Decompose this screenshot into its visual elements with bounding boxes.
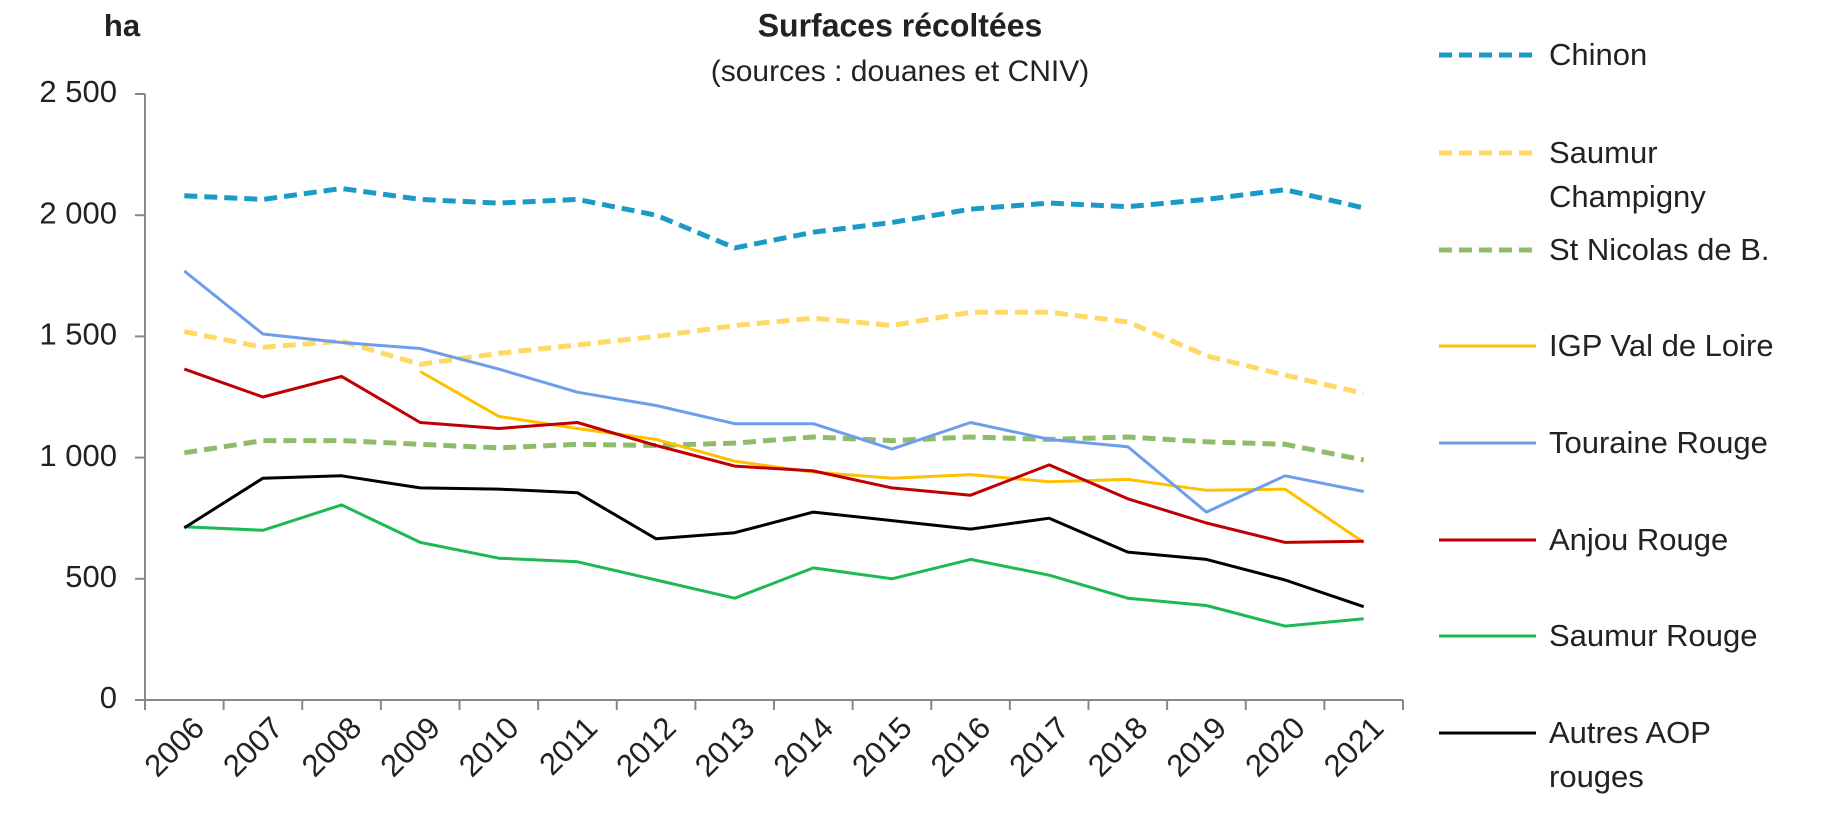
x-tick-label: 2020 bbox=[1238, 710, 1312, 784]
legend-label: IGP Val de Loire bbox=[1549, 328, 1774, 363]
series-line bbox=[184, 503, 1364, 628]
x-tick-label: 2011 bbox=[532, 710, 604, 782]
legend-label: Touraine Rouge bbox=[1549, 425, 1768, 460]
x-tick-label: 2007 bbox=[216, 710, 290, 784]
series-line bbox=[183, 367, 1364, 544]
y-tick-label: 2 000 bbox=[39, 195, 117, 230]
series-line bbox=[183, 434, 1365, 463]
x-tick-label: 2018 bbox=[1081, 710, 1155, 784]
x-tick-label: 2014 bbox=[767, 710, 841, 784]
x-tick-label: 2016 bbox=[924, 710, 998, 784]
series-line bbox=[183, 269, 1364, 514]
x-tick-label: 2021 bbox=[1317, 710, 1391, 784]
x-tick-label: 2009 bbox=[373, 710, 447, 784]
chart-title: Surfaces récoltées bbox=[758, 7, 1043, 43]
series-line bbox=[183, 309, 1365, 396]
x-tick-label: 2013 bbox=[688, 710, 762, 784]
y-tick-label: 1 000 bbox=[39, 438, 117, 473]
y-tick-label: 2 500 bbox=[39, 74, 117, 109]
legend-label: St Nicolas de B. bbox=[1549, 232, 1770, 267]
legend-label: Saumur Rouge bbox=[1549, 618, 1758, 653]
y-tick-label: 1 500 bbox=[39, 317, 117, 352]
y-tick-label: 500 bbox=[65, 559, 117, 594]
x-tick-label: 2017 bbox=[1002, 710, 1076, 784]
legend-label: Saumur Champigny bbox=[1549, 135, 1706, 214]
chart-subtitle: (sources : douanes et CNIV) bbox=[711, 55, 1090, 88]
x-tick-label: 2006 bbox=[138, 710, 212, 784]
x-tick-label: 2008 bbox=[295, 710, 369, 784]
x-tick-label: 2015 bbox=[845, 710, 919, 784]
legend-label: Autres AOP rouges bbox=[1549, 715, 1711, 794]
legend-label: Anjou Rouge bbox=[1549, 522, 1729, 557]
y-tick-label: 0 bbox=[100, 680, 117, 715]
series-line bbox=[184, 186, 1365, 251]
legend-label: Chinon bbox=[1549, 37, 1648, 72]
x-tick-label: 2012 bbox=[609, 710, 683, 784]
series-line bbox=[419, 370, 1365, 544]
series-line bbox=[183, 474, 1365, 609]
x-tick-label: 2010 bbox=[452, 710, 526, 784]
y-axis-label: ha bbox=[104, 8, 141, 43]
x-tick-label: 2019 bbox=[1160, 710, 1234, 784]
